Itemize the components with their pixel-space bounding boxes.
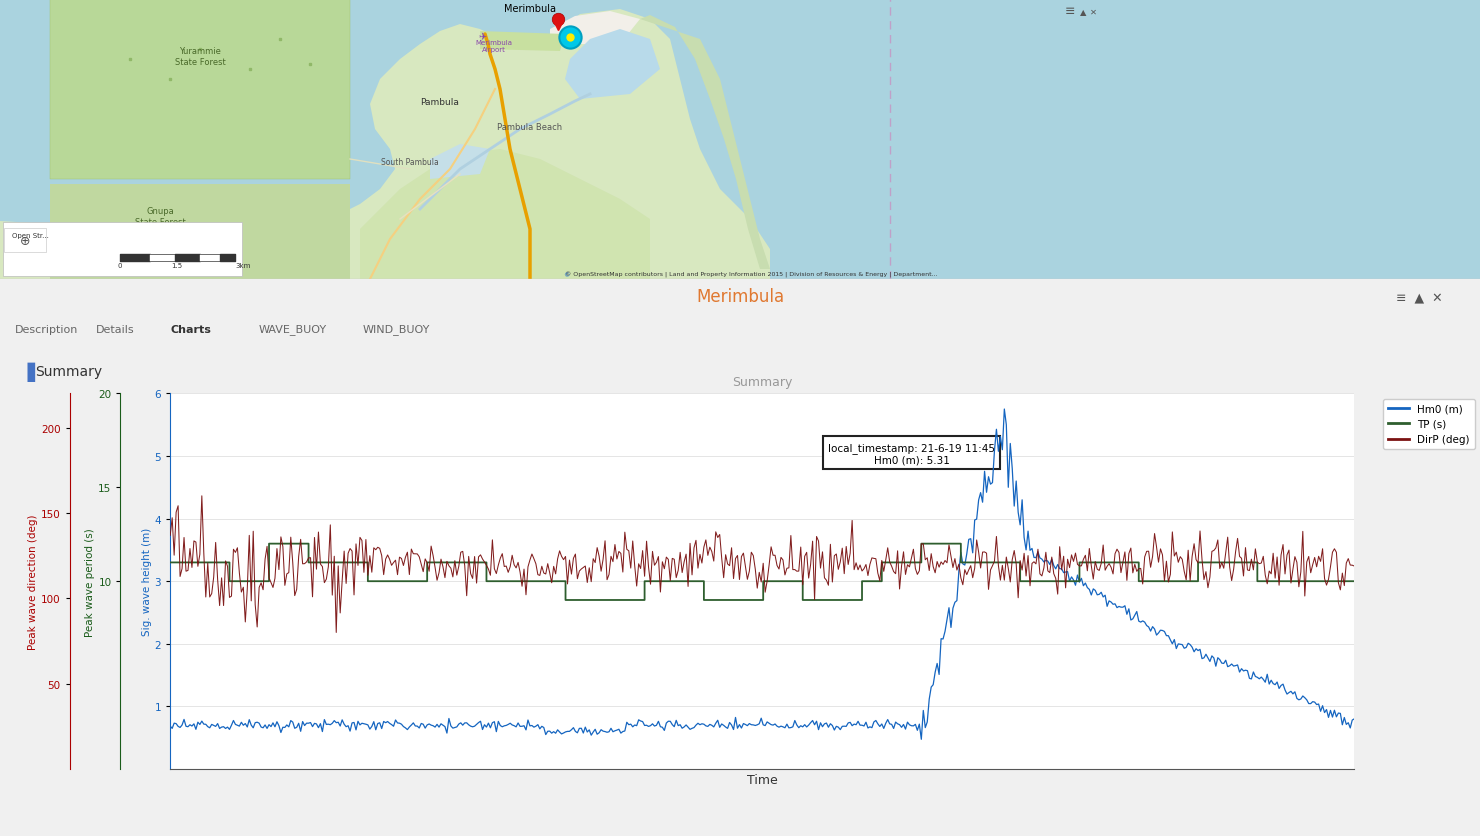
Text: © OpenStreetMap contributors | Land and Property Information 2015 | Division of : © OpenStreetMap contributors | Land and … [565, 272, 938, 278]
Text: 0: 0 [118, 263, 123, 268]
Text: Pambula: Pambula [420, 98, 459, 107]
Title: Summary: Summary [733, 375, 792, 389]
Text: Merimbula: Merimbula [696, 288, 784, 306]
Text: Merimbula
Airport: Merimbula Airport [475, 40, 512, 53]
Text: Gnupa
State Forest: Gnupa State Forest [135, 206, 185, 227]
Text: Summary: Summary [36, 364, 102, 379]
Polygon shape [551, 12, 639, 45]
Polygon shape [50, 0, 349, 180]
Text: 1.5: 1.5 [172, 263, 182, 268]
Text: WAVE_BUOY: WAVE_BUOY [259, 324, 327, 335]
Polygon shape [480, 32, 565, 52]
Text: ≡  ▲  ✕: ≡ ▲ ✕ [1396, 292, 1443, 305]
Text: ©: © [562, 273, 570, 278]
Text: Yurammie
State Forest: Yurammie State Forest [175, 47, 225, 67]
Y-axis label: Sig. wave height (m): Sig. wave height (m) [142, 528, 152, 635]
Text: Merimbula: Merimbula [505, 4, 556, 14]
Polygon shape [565, 30, 660, 99]
Polygon shape [0, 10, 770, 280]
Text: WIND_BUOY: WIND_BUOY [363, 324, 431, 335]
Polygon shape [639, 16, 770, 270]
Text: Charts: Charts [170, 324, 212, 334]
Text: 3km: 3km [235, 263, 250, 268]
FancyBboxPatch shape [3, 222, 243, 277]
Text: Description: Description [15, 324, 78, 334]
Text: ⊕: ⊕ [19, 235, 30, 248]
Text: ▲: ▲ [1080, 8, 1086, 17]
Polygon shape [360, 150, 650, 280]
FancyBboxPatch shape [4, 229, 46, 252]
Text: ▐: ▐ [19, 362, 34, 381]
Text: ✕: ✕ [1089, 8, 1097, 17]
Text: ✈: ✈ [478, 32, 485, 42]
Text: Pambula Beach: Pambula Beach [497, 123, 562, 132]
Text: Details: Details [96, 324, 135, 334]
Legend: Hm0 (m), TP (s), DirP (deg): Hm0 (m), TP (s), DirP (deg) [1384, 399, 1476, 450]
Polygon shape [431, 145, 490, 180]
Text: South Pambula: South Pambula [382, 158, 440, 167]
Text: Open Str...: Open Str... [12, 232, 49, 239]
Y-axis label: Peak wave period (s): Peak wave period (s) [86, 528, 95, 636]
Polygon shape [50, 185, 349, 280]
Y-axis label: Peak wave direction (deg): Peak wave direction (deg) [28, 514, 38, 650]
Text: local_timestamp: 21-6-19 11:45
Hm0 (m): 5.31: local_timestamp: 21-6-19 11:45 Hm0 (m): … [829, 442, 995, 465]
X-axis label: Time: Time [747, 773, 777, 787]
Text: ≡: ≡ [1066, 5, 1076, 18]
